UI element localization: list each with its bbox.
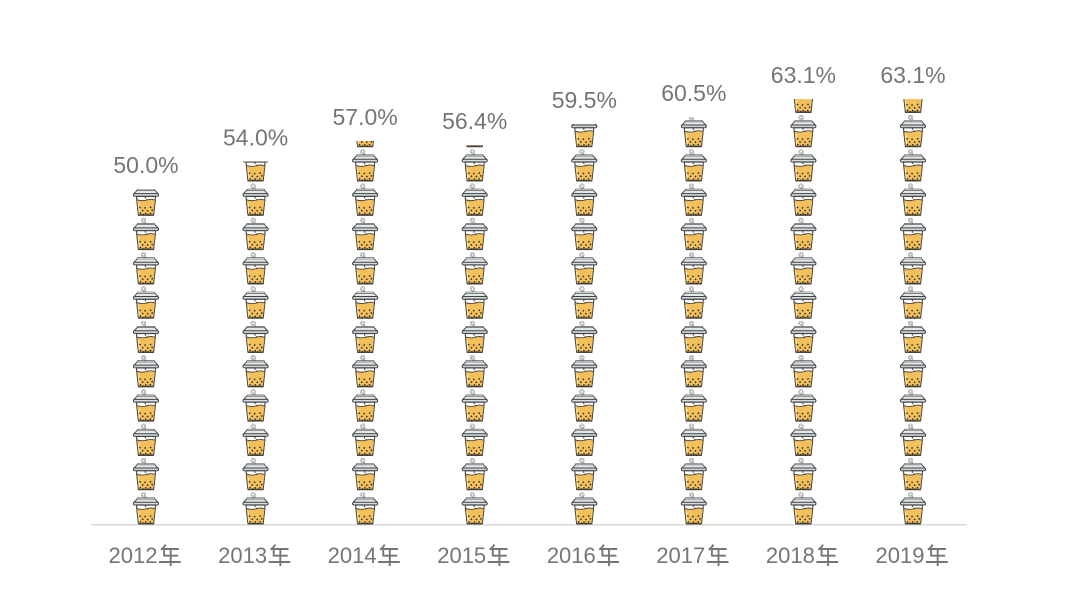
svg-text:59.5%: 59.5%: [552, 87, 617, 113]
svg-text:2019: 2019: [876, 543, 925, 568]
svg-text:54.0%: 54.0%: [223, 125, 288, 151]
svg-text:2015: 2015: [437, 543, 486, 568]
svg-text:56.4%: 56.4%: [442, 108, 507, 134]
svg-text:63.1%: 63.1%: [880, 62, 945, 88]
svg-text:2018: 2018: [766, 543, 815, 568]
svg-text:57.0%: 57.0%: [332, 104, 397, 130]
svg-text:2014: 2014: [328, 543, 377, 568]
svg-text:2017: 2017: [656, 543, 705, 568]
svg-text:2012: 2012: [109, 543, 158, 568]
svg-text:2013: 2013: [218, 543, 267, 568]
svg-text:2016: 2016: [547, 543, 596, 568]
svg-text:63.1%: 63.1%: [771, 62, 836, 88]
svg-text:60.5%: 60.5%: [661, 80, 726, 106]
svg-text:50.0%: 50.0%: [113, 152, 178, 178]
